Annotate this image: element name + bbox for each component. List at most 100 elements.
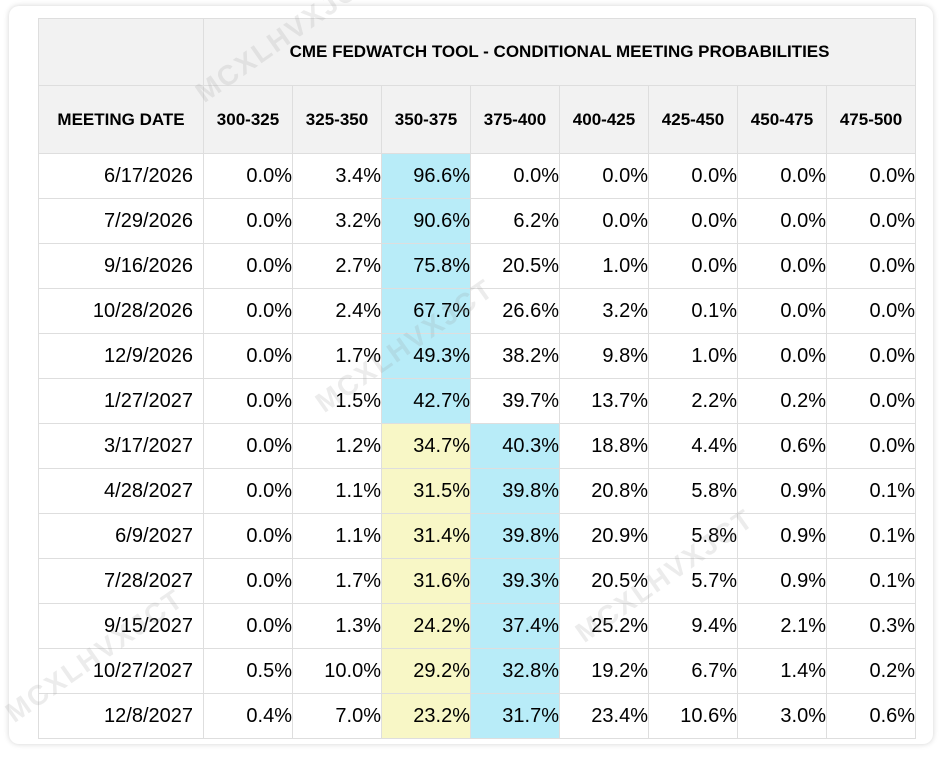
probability-cell: 31.7% [470,693,560,739]
table-row: 3/17/2027 0.0% 1.2% 34.7% 40.3% 18.8% 4.4% 0.6%… [38,423,917,469]
probability-cell: 0.5% [203,648,293,694]
probability-cell: 0.0% [737,288,827,334]
probability-cell: 25.2% [559,603,649,649]
meeting-date-cell: 9/16/2026 [38,243,204,289]
probability-cell: 2.1% [737,603,827,649]
probability-cell: 0.6% [825,693,917,739]
probability-cell: 6.2% [470,198,560,244]
meeting-date-cell: 1/27/2027 [38,378,204,424]
probability-cell: 0.9% [737,513,827,559]
probability-cell: 0.6% [737,423,827,469]
rate-range-header: 425-450 [648,85,738,154]
table-title: CME FEDWATCH TOOL - CONDITIONAL MEETING … [202,18,917,86]
probability-cell: 13.7% [559,378,649,424]
probability-cell: 0.0% [203,288,293,334]
probability-cell: 0.0% [648,198,738,244]
table-row: 6/9/2027 0.0% 1.1% 31.4% 39.8% 20.9% 5.8% 0.9% 0… [38,513,917,559]
probability-cell: 0.9% [737,468,827,514]
probability-cell: 32.8% [470,648,560,694]
probability-cell: 3.4% [292,153,382,199]
table-row: 1/27/2027 0.0% 1.5% 42.7% 39.7% 13.7% 2.2% 0.2%… [38,378,917,424]
meeting-date-cell: 9/15/2027 [38,603,204,649]
meeting-date-cell: 7/29/2026 [38,198,204,244]
probability-cell: 1.3% [292,603,382,649]
probability-cell: 3.0% [737,693,827,739]
probability-cell: 3.2% [292,198,382,244]
rate-range-header: 300-325 [203,85,293,154]
probability-cell: 23.2% [381,693,471,739]
probability-cell: 31.5% [381,468,471,514]
meeting-date-cell: 10/28/2026 [38,288,204,334]
probability-cell: 1.1% [292,513,382,559]
probability-cell: 1.5% [292,378,382,424]
probability-cell: 0.0% [203,603,293,649]
probability-cell: 0.0% [203,558,293,604]
rate-range-header: 400-425 [559,85,649,154]
probability-cell: 10.0% [292,648,382,694]
probability-cell: 0.0% [470,153,560,199]
probability-cell: 39.3% [470,558,560,604]
probability-cell: 0.0% [559,198,649,244]
meeting-date-cell: 12/8/2027 [38,693,204,739]
probability-cell: 9.4% [648,603,738,649]
column-header-row: MEETING DATE 300-325 325-350 350-375 375… [38,85,917,154]
table-row: 10/27/2027 0.5% 10.0% 29.2% 32.8% 19.2% 6.7% 1.… [38,648,917,694]
probability-cell: 24.2% [381,603,471,649]
probability-cell: 9.8% [559,333,649,379]
probability-cell: 1.2% [292,423,382,469]
probability-cell: 19.2% [559,648,649,694]
probability-cell: 0.0% [203,423,293,469]
probability-cell: 0.0% [203,243,293,289]
meeting-date-cell: 3/17/2027 [38,423,204,469]
probability-cell: 0.0% [825,153,917,199]
probability-cell: 38.2% [470,333,560,379]
probability-cell: 40.3% [470,423,560,469]
probability-cell: 0.0% [825,288,917,334]
probability-cell: 0.3% [825,603,917,649]
table-row: 12/9/2026 0.0% 1.7% 49.3% 38.2% 9.8% 1.0% 0.0% 0… [38,333,917,379]
title-row: CME FEDWATCH TOOL - CONDITIONAL MEETING … [38,18,917,86]
probability-cell: 0.2% [825,648,917,694]
meeting-date-header: MEETING DATE [38,85,204,154]
probability-cell: 0.0% [203,198,293,244]
probability-cell: 2.2% [648,378,738,424]
probability-cell: 42.7% [381,378,471,424]
probability-cell: 26.6% [470,288,560,334]
probability-cell: 0.0% [648,243,738,289]
table-row: 7/29/2026 0.0% 3.2% 90.6% 6.2% 0.0% 0.0% 0.0% 0.… [38,198,917,244]
probability-cell: 5.8% [648,468,738,514]
probability-cell: 20.5% [559,558,649,604]
meeting-date-cell: 10/27/2027 [38,648,204,694]
meeting-date-cell: 7/28/2027 [38,558,204,604]
probability-cell: 1.0% [559,243,649,289]
probability-cell: 67.7% [381,288,471,334]
probability-cell: 0.1% [825,513,917,559]
probability-cell: 20.8% [559,468,649,514]
probability-cell: 18.8% [559,423,649,469]
probability-cell: 0.1% [648,288,738,334]
probability-cell: 2.4% [292,288,382,334]
meeting-date-cell: 12/9/2026 [38,333,204,379]
probability-cell: 0.4% [203,693,293,739]
probability-cell: 0.0% [203,378,293,424]
meeting-date-cell: 6/9/2027 [38,513,204,559]
probability-cell: 1.1% [292,468,382,514]
probability-cell: 0.9% [737,558,827,604]
rate-range-header: 325-350 [292,85,382,154]
table-row: 10/28/2026 0.0% 2.4% 67.7% 26.6% 3.2% 0.1% 0.0%… [38,288,917,334]
table-row: 12/8/2027 0.4% 7.0% 23.2% 31.7% 23.4% 10.6% 3.0… [38,693,917,739]
probability-cell: 5.8% [648,513,738,559]
probability-cell: 0.0% [737,198,827,244]
probability-cell: 20.9% [559,513,649,559]
probability-cell: 0.2% [737,378,827,424]
probability-cell: 0.0% [203,153,293,199]
probability-cell: 0.0% [737,153,827,199]
table-row: 4/28/2027 0.0% 1.1% 31.5% 39.8% 20.8% 5.8% 0.9%… [38,468,917,514]
rate-range-header: 475-500 [825,85,917,154]
probability-cell: 0.0% [825,198,917,244]
probability-cell: 0.0% [825,333,917,379]
probability-cell: 34.7% [381,423,471,469]
probability-cell: 1.4% [737,648,827,694]
probability-cell: 75.8% [381,243,471,289]
probability-cell: 4.4% [648,423,738,469]
